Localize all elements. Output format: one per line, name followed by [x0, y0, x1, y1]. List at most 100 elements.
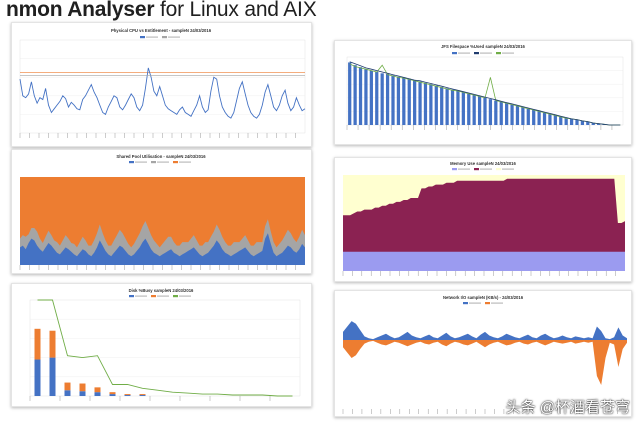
disk-bar-orange: [94, 387, 101, 393]
cpu-plot-area: [19, 39, 306, 134]
disk-bar-orange: [64, 382, 71, 391]
disk-legend-label: [157, 295, 169, 297]
jfs-bar: [467, 93, 471, 125]
mem-chart-panel: Memory Use sampleN 24/03/2016: [334, 157, 632, 282]
jfs-legend-label: [458, 52, 470, 54]
disk-chart-panel: Disk %Busy sampleN 24/03/2016: [11, 283, 312, 407]
cpu-legend-label: [168, 36, 180, 38]
jfs-legend-label: [480, 52, 492, 54]
network-legend-label: [491, 302, 503, 304]
jfs-bar: [434, 85, 438, 125]
pool-legend-label: [135, 161, 147, 163]
disk-bar-orange: [109, 392, 116, 395]
jfs-bar: [369, 70, 373, 125]
jfs-bar: [353, 65, 357, 125]
disk-bar-orange: [139, 394, 146, 396]
network-area-read: [343, 321, 627, 340]
jfs-bar: [472, 95, 476, 125]
disk-chart: Disk %Busy sampleN 24/03/2016: [29, 288, 301, 401]
disk-bar-blue: [109, 394, 116, 396]
pool-chart-title: Shared Pool Utilisation - sampleN 24/03/…: [116, 154, 206, 159]
jfs-legend-label: [502, 52, 514, 54]
network-legend-swatch: [463, 302, 468, 305]
jfs-bar: [494, 100, 498, 125]
jfs-bar: [461, 92, 465, 125]
jfs-bar: [488, 99, 493, 125]
memory-legend-swatch: [496, 168, 501, 171]
disk-chart-title: Disk %Busy sampleN 24/03/2016: [129, 288, 194, 293]
jfs-bar: [407, 78, 411, 125]
disk-bar-blue: [64, 390, 71, 396]
disk-bar-blue: [34, 359, 41, 396]
jfs-bar: [385, 74, 390, 125]
disk-bar-blue: [49, 357, 56, 396]
disk-bar-orange: [49, 330, 56, 358]
network-legend-label: [469, 302, 481, 304]
disk-bar-orange: [124, 394, 131, 396]
cpu-chart: Physical CPU vs Entitlement - sampleN 24…: [19, 28, 306, 138]
network-legend-swatch: [485, 302, 490, 305]
pool-area-gray: [20, 219, 305, 265]
jfs-bar: [537, 111, 541, 125]
network-chart: Network I/O sampleN (KB/s) - 24/03/2016: [342, 295, 627, 414]
pool-chart: Shared Pool Utilisation - sampleN 24/03/…: [19, 154, 305, 270]
title-rest: for Linux and AIX: [154, 0, 317, 21]
jfs-bar: [380, 73, 384, 125]
pool-legend-label: [179, 161, 191, 163]
cpu-legend-swatch: [162, 36, 167, 39]
memory-chart-title: Memory Use sampleN 24/03/2016: [450, 161, 516, 166]
jfs-bar: [580, 120, 585, 125]
memory-legend-swatch: [474, 168, 479, 171]
jfs-bar: [456, 91, 460, 125]
disk-legend-label: [179, 295, 191, 297]
pool-legend-swatch: [173, 161, 178, 164]
memory-chart: Memory Use sampleN 24/03/2016: [342, 161, 625, 276]
disk-plot-area: [29, 299, 301, 397]
jfs-bar: [440, 86, 444, 125]
pool-legend-swatch: [151, 161, 156, 164]
network-chart-title: Network I/O sampleN (KB/s) - 24/03/2016: [443, 295, 524, 300]
jfs-bar: [450, 89, 455, 125]
memory-legend-label: [458, 168, 470, 170]
net-chart-panel: Network I/O sampleN (KB/s) - 24/03/2016: [334, 290, 632, 417]
disk-legend-label: [135, 295, 147, 297]
jfs-bar: [591, 122, 595, 125]
jfs-bar: [445, 88, 449, 125]
disk-line: [37, 299, 293, 397]
memory-legend-label: [480, 168, 492, 170]
jfs-legend-swatch: [474, 52, 479, 55]
disk-bar-blue: [139, 395, 146, 396]
jfs-chart-title: JFS Filespace %Used sampleN 24/03/2016: [441, 44, 525, 49]
jfs-bar: [548, 114, 552, 125]
memory-area-lavender: [343, 251, 625, 271]
jfs-bar: [413, 80, 417, 125]
jfs-bar: [510, 104, 514, 125]
title-bold: nmon Analyser: [6, 0, 155, 21]
cpu-series-line: [19, 67, 306, 119]
disk-bar-blue: [79, 391, 86, 396]
cpu-legend-label: [146, 36, 158, 38]
cpu-legend-swatch: [140, 36, 145, 39]
disk-bar-orange: [79, 383, 86, 392]
pool-legend-label: [157, 161, 169, 163]
jfs-bar: [521, 107, 525, 125]
jfs-bar: [391, 75, 395, 125]
jfs-bar: [423, 82, 428, 125]
jfs-chart-panel: JFS Filespace %Used sampleN 24/03/2016: [334, 40, 632, 145]
jfs-bar: [597, 123, 601, 125]
jfs-bar: [564, 118, 568, 125]
disk-bar-blue: [124, 395, 131, 396]
jfs-bar: [499, 101, 503, 125]
jfs-bar: [358, 67, 363, 125]
disk-bar-orange: [34, 328, 41, 360]
jfs-bar: [505, 103, 509, 125]
network-area-write: [343, 340, 627, 385]
jfs-bar: [553, 115, 557, 125]
jfs-bar: [348, 62, 352, 125]
watermark: 头条 @杯酒看苍穹: [505, 399, 630, 416]
jfs-bar: [402, 77, 406, 125]
jfs-bar: [477, 96, 482, 125]
jfs-bar: [526, 108, 530, 125]
memory-legend-label: [502, 168, 514, 170]
jfs-chart: JFS Filespace %Used sampleN 24/03/2016: [346, 44, 624, 130]
